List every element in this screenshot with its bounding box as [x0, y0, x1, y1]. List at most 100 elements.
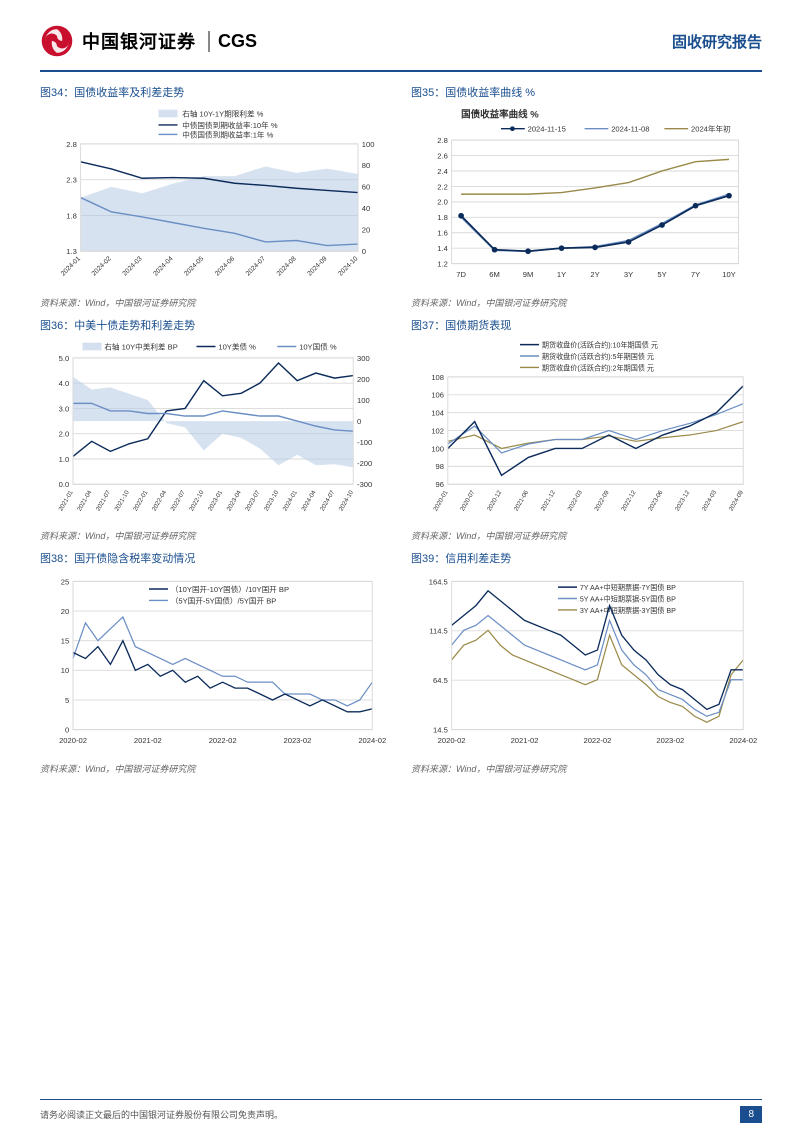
svg-text:2023-12: 2023-12 — [674, 489, 692, 513]
chart-35: 图35：国债收益率曲线 % 国债收益率曲线 %2024-11-152024-11… — [411, 84, 762, 309]
report-type: 固收研究报告 — [672, 31, 762, 52]
svg-text:9M: 9M — [523, 270, 534, 279]
svg-text:15: 15 — [61, 637, 69, 646]
svg-text:2021-04: 2021-04 — [76, 489, 94, 513]
svg-text:右轴 10Y-1Y期限利差 %: 右轴 10Y-1Y期限利差 % — [182, 108, 263, 118]
chart-source: 资料来源：Wind，中国银河证券研究院 — [40, 296, 391, 309]
svg-text:2023-04: 2023-04 — [226, 489, 244, 513]
chart-39: 图39：信用利差走势 7Y AA+中短期票据-7Y国债 BP5Y AA+中短期票… — [411, 550, 762, 775]
header-rule — [40, 70, 762, 72]
svg-text:2021-12: 2021-12 — [540, 489, 558, 513]
svg-text:2024-02: 2024-02 — [729, 736, 757, 745]
svg-text:2023-02: 2023-02 — [656, 736, 684, 745]
svg-text:2024-01: 2024-01 — [60, 255, 82, 277]
svg-text:40: 40 — [362, 204, 370, 213]
svg-text:-200: -200 — [357, 459, 372, 468]
svg-text:300: 300 — [357, 354, 370, 363]
svg-text:2.2: 2.2 — [437, 182, 448, 191]
svg-text:2024-05: 2024-05 — [183, 255, 205, 277]
brand-name-en: CGS — [208, 31, 257, 52]
svg-text:60: 60 — [362, 183, 370, 192]
svg-text:5.0: 5.0 — [59, 354, 70, 363]
svg-text:0: 0 — [362, 247, 366, 256]
svg-text:2022-12: 2022-12 — [620, 489, 638, 513]
svg-text:国债收益率曲线 %: 国债收益率曲线 % — [461, 108, 539, 120]
svg-text:2024-08: 2024-08 — [276, 255, 298, 277]
svg-text:1.4: 1.4 — [437, 244, 448, 253]
svg-text:-300: -300 — [357, 480, 372, 489]
svg-text:右轴 10Y中美利差 BP: 右轴 10Y中美利差 BP — [104, 341, 177, 351]
svg-text:2024-04: 2024-04 — [152, 255, 174, 277]
chart-title: 图37：国债期货表现 — [411, 317, 762, 333]
chart-title: 图34：国债收益率及利差走势 — [40, 84, 391, 100]
svg-text:4.0: 4.0 — [59, 379, 70, 388]
chart-title: 图39：信用利差走势 — [411, 550, 762, 566]
svg-text:104: 104 — [431, 409, 444, 418]
svg-text:2024-07: 2024-07 — [319, 489, 337, 513]
svg-text:2020-07: 2020-07 — [459, 489, 477, 513]
chart-svg-35: 国债收益率曲线 %2024-11-152024-11-082024年年初1.21… — [411, 104, 762, 294]
svg-text:2023-07: 2023-07 — [244, 489, 262, 513]
svg-text:1.8: 1.8 — [66, 211, 77, 220]
chart-source: 资料来源：Wind，中国银河证券研究院 — [40, 762, 391, 775]
svg-text:2024-09: 2024-09 — [306, 255, 328, 277]
svg-text:2020-02: 2020-02 — [438, 736, 466, 745]
svg-text:2021-06: 2021-06 — [513, 489, 531, 513]
svg-text:2.4: 2.4 — [437, 167, 448, 176]
svg-text:10: 10 — [61, 666, 69, 675]
svg-text:2.0: 2.0 — [437, 198, 448, 207]
svg-text:2021-07: 2021-07 — [95, 489, 113, 513]
svg-text:2024-03: 2024-03 — [701, 489, 719, 513]
brand-logo: 中国银河证券 CGS — [40, 24, 257, 58]
svg-text:0: 0 — [65, 725, 69, 734]
svg-text:-100: -100 — [357, 438, 372, 447]
svg-text:1.2: 1.2 — [437, 259, 448, 268]
svg-text:2023-02: 2023-02 — [284, 736, 312, 745]
svg-text:2024-02: 2024-02 — [358, 736, 386, 745]
svg-text:164.5: 164.5 — [429, 577, 448, 586]
svg-text:5Y AA+中短期票据-5Y国债 BP: 5Y AA+中短期票据-5Y国债 BP — [580, 594, 676, 603]
chart-svg-34: 右轴 10Y-1Y期限利差 % 中债国债到期收益率:10年 %中债国债到期收益率:… — [40, 104, 391, 294]
svg-text:2Y: 2Y — [590, 270, 599, 279]
svg-text:100: 100 — [431, 444, 444, 453]
svg-text:1.8: 1.8 — [437, 213, 448, 222]
svg-text:100: 100 — [362, 140, 375, 149]
svg-text:0: 0 — [357, 417, 361, 426]
chart-title: 图36：中美十债走势和利差走势 — [40, 317, 391, 333]
svg-text:2022-07: 2022-07 — [169, 489, 187, 513]
svg-text:2022-03: 2022-03 — [566, 489, 584, 513]
svg-text:2.3: 2.3 — [66, 176, 77, 185]
footer: 请务必阅读正文最后的中国银河证券股份有限公司免责声明。 8 — [0, 1099, 802, 1133]
svg-text:20: 20 — [362, 226, 370, 235]
chart-svg-36: 右轴 10Y中美利差 BP10Y美债 %10Y国债 %0.01.02.03.04… — [40, 337, 391, 527]
svg-text:106: 106 — [431, 391, 444, 400]
svg-text:80: 80 — [362, 161, 370, 170]
svg-text:中债国债到期收益率:10年 %: 中债国债到期收益率:10年 % — [182, 120, 278, 130]
svg-text:期货收盘价(活跃合约):2年期国债 元: 期货收盘价(活跃合约):2年期国债 元 — [542, 363, 654, 372]
svg-text:2024-09: 2024-09 — [728, 489, 746, 513]
svg-text:0.0: 0.0 — [59, 480, 70, 489]
svg-text:2024-01: 2024-01 — [282, 489, 300, 513]
svg-text:2022-01: 2022-01 — [132, 489, 150, 513]
svg-text:20: 20 — [61, 607, 69, 616]
svg-text:2021-02: 2021-02 — [134, 736, 162, 745]
svg-text:2024年年初: 2024年年初 — [691, 124, 731, 134]
chart-svg-39: 7Y AA+中短期票据-7Y国债 BP5Y AA+中短期票据-5Y国债 BP3Y… — [411, 570, 762, 760]
footer-rule — [40, 1099, 762, 1100]
svg-text:期货收盘价(活跃合约):5年期国债 元: 期货收盘价(活跃合约):5年期国债 元 — [542, 352, 654, 361]
disclaimer: 请务必阅读正文最后的中国银河证券股份有限公司免责声明。 — [40, 1108, 283, 1121]
svg-text:1.6: 1.6 — [437, 229, 448, 238]
svg-text:5Y: 5Y — [657, 270, 666, 279]
svg-text:中债国债到期收益率:1年 %: 中债国债到期收益率:1年 % — [182, 129, 273, 139]
chart-source: 资料来源：Wind，中国银河证券研究院 — [40, 529, 391, 542]
chart-37: 图37：国债期货表现 期货收盘价(活跃合约):10年期国债 元期货收盘价(活跃合… — [411, 317, 762, 542]
svg-text:2022-10: 2022-10 — [188, 489, 206, 513]
svg-text:2020-12: 2020-12 — [486, 489, 504, 513]
page-number: 8 — [740, 1106, 762, 1123]
svg-text:2020-02: 2020-02 — [59, 736, 87, 745]
svg-text:2023-01: 2023-01 — [207, 489, 225, 513]
svg-text:14.5: 14.5 — [433, 725, 448, 734]
svg-text:2024-02: 2024-02 — [91, 255, 113, 277]
svg-text:64.5: 64.5 — [433, 676, 448, 685]
svg-text:1.0: 1.0 — [59, 455, 70, 464]
